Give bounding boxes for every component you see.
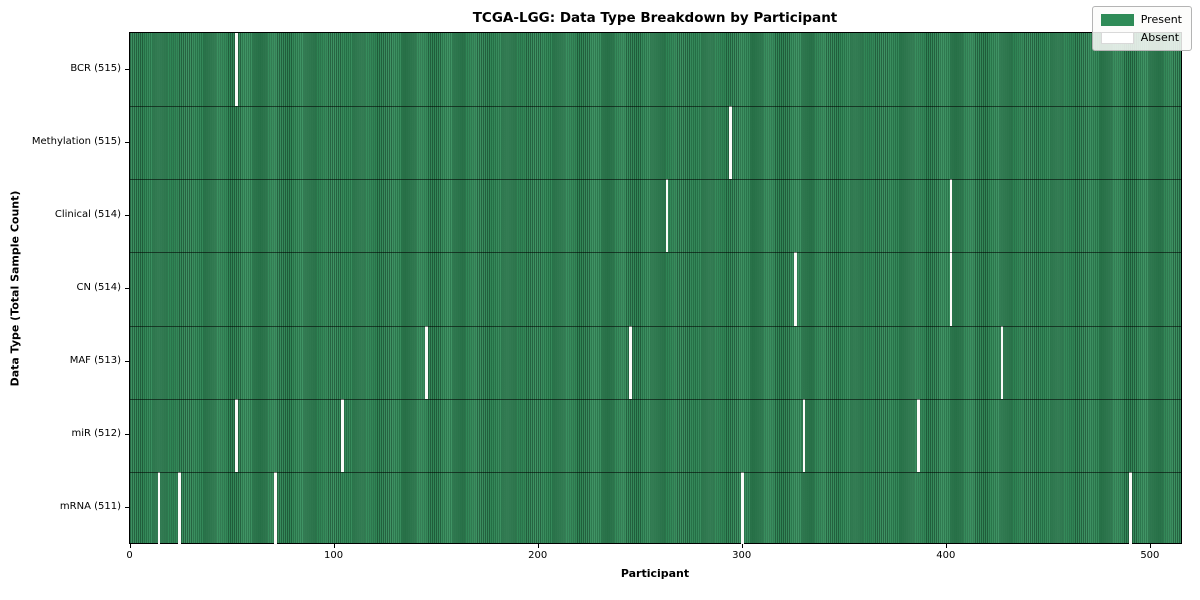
absent-stripe <box>949 252 953 326</box>
row-separator <box>129 471 1181 473</box>
x-tick-label: 500 <box>1140 550 1160 561</box>
legend: Present Absent <box>1091 6 1192 51</box>
heatmap-row <box>130 33 1181 107</box>
absent-stripe <box>235 33 238 107</box>
heatmap-row <box>130 398 1181 472</box>
y-tick-mark <box>124 507 129 509</box>
legend-entry-present: Present <box>1100 13 1182 26</box>
x-tick-label: 100 <box>324 550 344 561</box>
row-separator <box>129 179 1181 181</box>
present-swatch-icon <box>1100 13 1134 26</box>
y-tick-mark <box>124 214 129 216</box>
absent-stripe <box>274 471 277 545</box>
absent-stripe <box>916 398 920 472</box>
x-tick-label: 0 <box>126 550 133 561</box>
absent-stripe <box>665 179 669 253</box>
absent-swatch-icon <box>1100 31 1134 44</box>
y-tick-label: Methylation (515) <box>31 135 121 147</box>
x-tick-mark <box>129 544 131 548</box>
heatmap-row <box>130 106 1181 180</box>
y-tick-label: mRNA (511) <box>59 501 121 513</box>
y-tick-label: BCR (515) <box>70 62 121 74</box>
absent-stripe <box>1129 471 1132 545</box>
x-tick-mark <box>741 544 743 548</box>
x-tick-mark <box>945 544 947 548</box>
x-tick-mark <box>537 544 539 548</box>
x-axis-label: Participant <box>620 567 690 580</box>
y-tick-label: CN (514) <box>76 282 121 293</box>
row-separator <box>129 106 1181 108</box>
absent-stripe <box>157 471 161 545</box>
x-tick-label: 300 <box>732 550 752 561</box>
heatmap-row <box>130 325 1181 399</box>
absent-stripe <box>341 398 345 472</box>
absent-stripe <box>741 471 744 545</box>
y-tick-label: MAF (513) <box>69 355 121 367</box>
legend-label-absent: Absent <box>1140 31 1180 44</box>
absent-stripe <box>729 106 732 180</box>
row-separator <box>129 398 1181 400</box>
heatmap-row <box>130 471 1181 545</box>
absent-stripe <box>794 252 798 326</box>
legend-label-present: Present <box>1140 13 1182 26</box>
plot-area <box>128 32 1182 545</box>
absent-stripe <box>178 471 181 545</box>
absent-stripe <box>235 398 238 472</box>
y-tick-label: Clinical (514) <box>54 208 121 220</box>
row-separator <box>129 325 1181 327</box>
absent-stripe <box>802 398 806 472</box>
absent-stripe <box>1000 325 1004 399</box>
y-tick-mark <box>124 361 129 363</box>
legend-entry-absent: Absent <box>1100 31 1182 44</box>
heatmap-row <box>130 179 1181 253</box>
heatmap-row <box>130 252 1181 326</box>
x-tick-mark <box>333 544 335 548</box>
y-tick-mark <box>124 434 129 436</box>
y-tick-mark <box>124 141 129 143</box>
row-separator <box>129 252 1181 254</box>
x-tick-label: 400 <box>936 550 956 561</box>
y-tick-mark <box>124 68 129 70</box>
x-tick-mark <box>1149 544 1151 548</box>
chart-title: TCGA-LGG: Data Type Breakdown by Partici… <box>472 10 838 26</box>
absent-stripe <box>629 325 632 399</box>
y-tick-mark <box>124 288 129 289</box>
x-tick-label: 200 <box>528 550 548 561</box>
absent-stripe <box>949 179 953 253</box>
absent-stripe <box>425 325 428 399</box>
y-tick-label: miR (512) <box>71 428 121 440</box>
